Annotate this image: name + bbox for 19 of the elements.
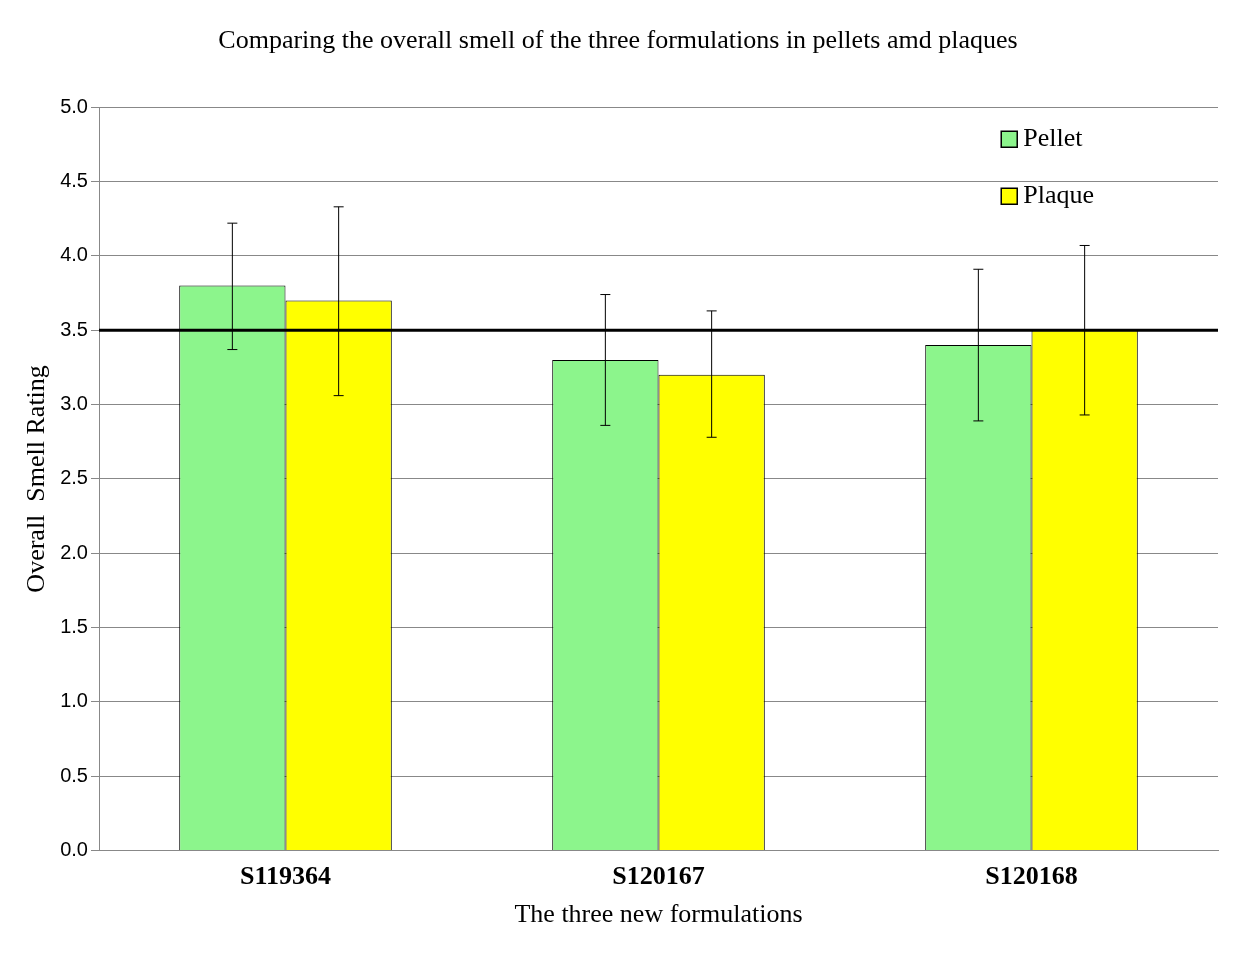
y-tick-label: 1.5: [60, 615, 88, 638]
chart-title: Comparing the overall smell of the three formulations in pellets amd plaques: [218, 25, 1018, 55]
y-tick-label: 4.5: [60, 169, 88, 192]
y-tick-label: 1.0: [60, 689, 88, 712]
x-axis-title: The three new formulations: [514, 899, 803, 929]
y-tick-label: 0.0: [60, 838, 88, 861]
x-tick-label: S120168: [985, 860, 1078, 890]
legend-label: Plaque: [1023, 180, 1094, 210]
y-tick-label: 5.0: [60, 94, 88, 117]
y-axis-title: Overall Smell Rating: [21, 365, 51, 593]
y-tick-label: 3.5: [60, 317, 88, 340]
y-tick-label: 3.0: [60, 392, 88, 415]
y-tick-label: 0.5: [60, 763, 88, 786]
y-tick-label: 4.0: [60, 243, 88, 266]
y-tick-label: 2.0: [60, 540, 88, 563]
legend-label: Pellet: [1023, 123, 1084, 153]
y-tick-label: 2.5: [60, 466, 88, 489]
x-tick-label: S120167: [612, 860, 705, 890]
x-tick-label: S119364: [239, 860, 332, 890]
